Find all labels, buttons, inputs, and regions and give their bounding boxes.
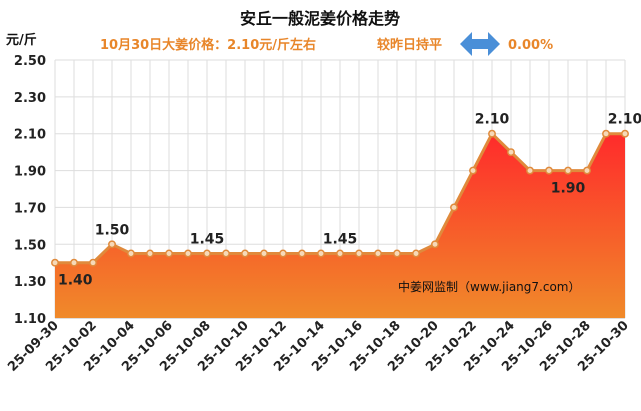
- data-point: [279, 249, 287, 258]
- change-percent: 0.00%: [508, 38, 553, 53]
- data-label: 2.10: [475, 112, 510, 128]
- price-area: [55, 133, 625, 318]
- data-point: [70, 258, 78, 267]
- data-point: [621, 129, 629, 138]
- data-point: [393, 249, 401, 258]
- data-label: 1.50: [95, 222, 130, 238]
- data-point: [507, 148, 515, 157]
- data-label: 2.10: [608, 112, 641, 128]
- data-label: 1.40: [58, 273, 93, 289]
- data-labels: 1.40 1.50 1.45 1.45 2.10 1.90 2.10: [58, 112, 641, 289]
- data-point: [602, 129, 610, 138]
- data-point: [564, 166, 572, 175]
- y-tick-label: 1.50: [14, 238, 46, 253]
- data-point: [51, 258, 59, 267]
- y-axis-ticks: 2.50 2.30 2.10 1.90 1.70 1.50 1.30 1.10: [14, 54, 46, 327]
- data-point: [450, 203, 458, 212]
- data-point: [241, 249, 249, 258]
- y-tick-label: 2.30: [14, 91, 46, 106]
- data-point: [222, 249, 230, 258]
- data-point: [526, 166, 534, 175]
- data-point: [431, 240, 439, 249]
- data-points: [51, 129, 629, 267]
- data-point: [412, 249, 420, 258]
- data-point: [469, 166, 477, 175]
- double-arrow-icon: [460, 32, 500, 56]
- data-point: [203, 249, 211, 258]
- data-point: [317, 249, 325, 258]
- data-point: [545, 166, 553, 175]
- y-tick-label: 2.50: [14, 54, 46, 69]
- data-label: 1.45: [323, 232, 358, 248]
- data-point: [127, 249, 135, 258]
- source-watermark: 中姜网监制（www.jiang7.com）: [398, 279, 580, 294]
- data-point: [108, 240, 116, 249]
- data-point: [260, 249, 268, 258]
- data-point: [146, 249, 154, 258]
- data-point: [355, 249, 363, 258]
- y-tick-label: 1.10: [14, 312, 46, 327]
- compare-text: 较昨日持平: [377, 37, 442, 53]
- data-point: [336, 249, 344, 258]
- y-tick-label: 2.10: [14, 128, 46, 143]
- data-label: 1.90: [551, 181, 586, 197]
- data-point: [89, 258, 97, 267]
- y-tick-label: 1.30: [14, 275, 46, 290]
- y-tick-label: 1.70: [14, 201, 46, 216]
- data-label: 1.45: [190, 232, 225, 248]
- y-tick-label: 1.90: [14, 165, 46, 180]
- data-point: [488, 129, 496, 138]
- chart-title: 安丘一般泥姜价格走势: [240, 9, 400, 28]
- y-unit-label: 元/斤: [6, 32, 37, 48]
- data-point: [298, 249, 306, 258]
- data-point: [184, 249, 192, 258]
- price-summary: 10月30日大姜价格：2.10元/斤左右: [100, 37, 316, 53]
- data-point: [374, 249, 382, 258]
- data-point: [583, 166, 591, 175]
- data-point: [165, 249, 173, 258]
- x-axis-ticks: 25-09-3025-10-0225-10-0425-10-0625-10-08…: [5, 318, 632, 375]
